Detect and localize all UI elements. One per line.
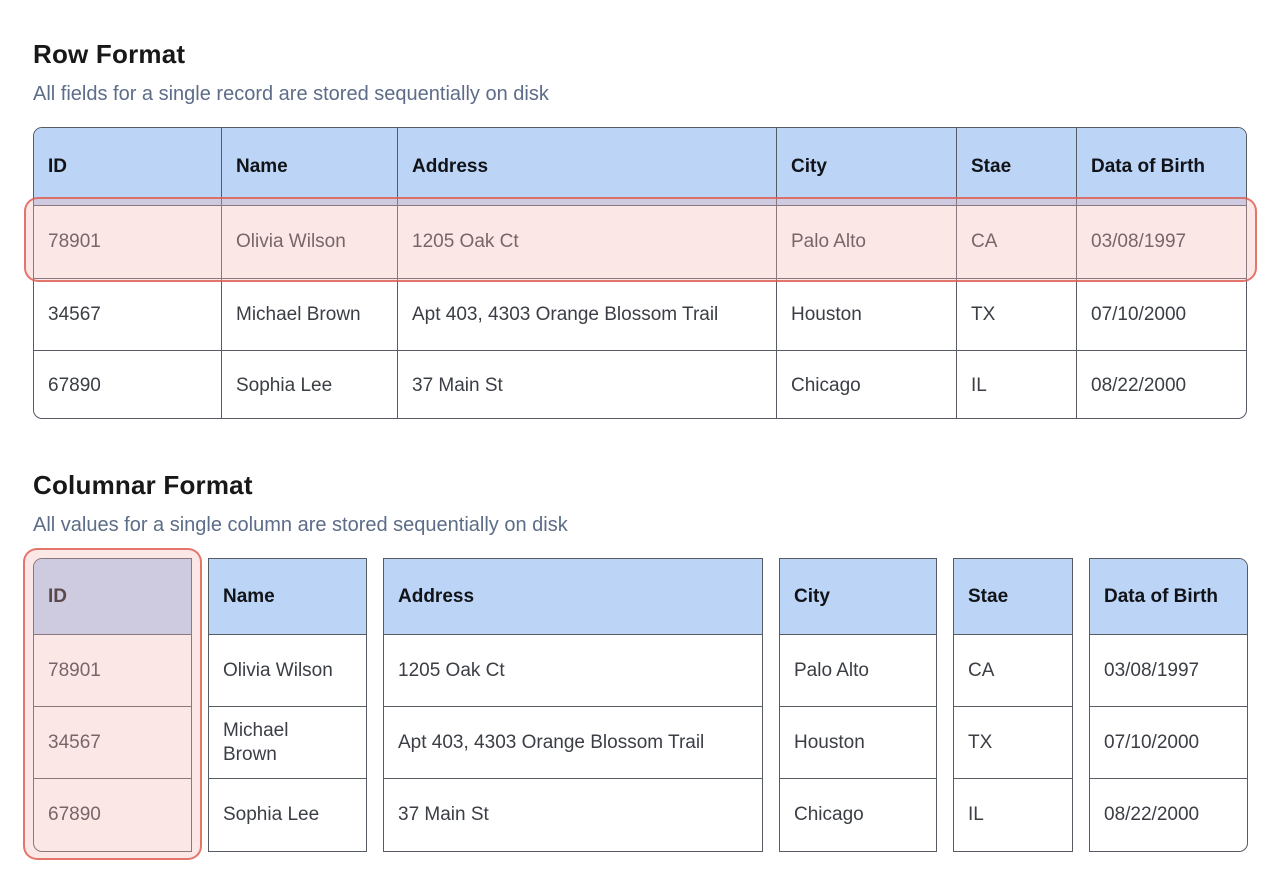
table-cell: 03/08/1997 [1091, 231, 1187, 253]
column-header-name: Name [222, 128, 398, 205]
column-header-stae: Stae [957, 128, 1077, 205]
table-cell: 1205 Oak Ct [398, 206, 777, 278]
table-cell: Houston [780, 707, 936, 779]
columnar-table-stae: Stae CA TX IL [953, 558, 1073, 852]
columnar-table-address: Address 1205 Oak Ct Apt 403, 4303 Orange… [383, 558, 763, 852]
table-cell: 34567 [34, 279, 222, 350]
row-format-title: Row Format [33, 39, 186, 69]
table-cell: Apt 403, 4303 Orange Blossom Trail [398, 279, 777, 350]
table-cell: 08/22/2000 [1104, 804, 1200, 826]
table-cell: Olivia Wilson [209, 635, 366, 707]
column-header-city: City [777, 128, 957, 205]
table-cell: 67890 [34, 351, 222, 418]
table-cell: CA [954, 635, 1072, 707]
table-cell: Chicago [777, 351, 957, 418]
table-cell: 1205 Oak Ct [384, 635, 762, 707]
columnar-table-id: ID 78901 34567 67890 [33, 558, 192, 852]
table-cell: 07/10/2000 [1090, 707, 1247, 779]
column-header-dob: Data of Birth [1090, 559, 1247, 635]
table-cell: IL [968, 804, 984, 826]
column-header-address: Address [398, 128, 777, 205]
table-cell: TX [957, 279, 1077, 350]
columnar-table-city: City Palo Alto Houston Chicago [779, 558, 937, 852]
columnar-table-name: Name Olivia Wilson Michael Brown Sophia … [208, 558, 367, 852]
column-header-stae: Stae [954, 559, 1072, 635]
table-row: 67890 Sophia Lee 37 Main St Chicago IL 0… [34, 351, 1246, 418]
table-cell: Palo Alto [777, 206, 957, 278]
table-cell: Olivia Wilson [222, 206, 398, 278]
row-format-subtitle: All fields for a single record are store… [33, 83, 549, 105]
columnar-format-subtitle: All values for a single column are store… [33, 514, 568, 536]
table-cell: CA [957, 206, 1077, 278]
column-header-city: City [780, 559, 936, 635]
table-cell: 03/08/1997 [1090, 635, 1247, 707]
table-cell: 37 Main St [398, 351, 777, 418]
column-header-id: ID [34, 559, 191, 635]
column-header-dob: Data of Birth [1077, 128, 1246, 205]
table-cell: Palo Alto [780, 635, 936, 707]
table-cell: Sophia Lee [222, 351, 398, 418]
column-header-name: Name [209, 559, 366, 635]
table-cell: 78901 [34, 635, 191, 707]
table-cell: IL [957, 351, 1077, 418]
table-cell: Apt 403, 4303 Orange Blossom Trail [384, 707, 762, 779]
table-row: 34567 Michael Brown Apt 403, 4303 Orange… [34, 279, 1246, 351]
row-format-header-row: ID Name Address City Stae Data of Birth [34, 128, 1246, 206]
table-cell: 78901 [34, 206, 222, 278]
table-cell: 37 Main St [398, 804, 489, 826]
table-cell: 34567 [34, 707, 191, 779]
table-cell: 08/22/2000 [1091, 375, 1187, 397]
table-cell: 07/10/2000 [1091, 303, 1187, 325]
table-cell: Chicago [794, 804, 864, 826]
column-header-id: ID [34, 128, 222, 205]
columnar-format-tables: ID 78901 34567 67890 Name Olivia Wilson … [33, 558, 1248, 852]
columnar-table-dob: Data of Birth 03/08/1997 07/10/2000 08/2… [1089, 558, 1248, 852]
table-cell: 67890 [48, 804, 101, 826]
table-cell: TX [954, 707, 1072, 779]
table-cell: Michael Brown [222, 279, 398, 350]
column-header-address: Address [384, 559, 762, 635]
table-row-highlighted: 78901 Olivia Wilson 1205 Oak Ct Palo Alt… [34, 206, 1246, 279]
columnar-format-title: Columnar Format [33, 470, 253, 500]
table-cell: Houston [777, 279, 957, 350]
table-cell: Michael Brown [209, 707, 366, 779]
row-format-table: ID Name Address City Stae Data of Birth … [33, 127, 1247, 419]
table-cell: Sophia Lee [223, 804, 320, 826]
